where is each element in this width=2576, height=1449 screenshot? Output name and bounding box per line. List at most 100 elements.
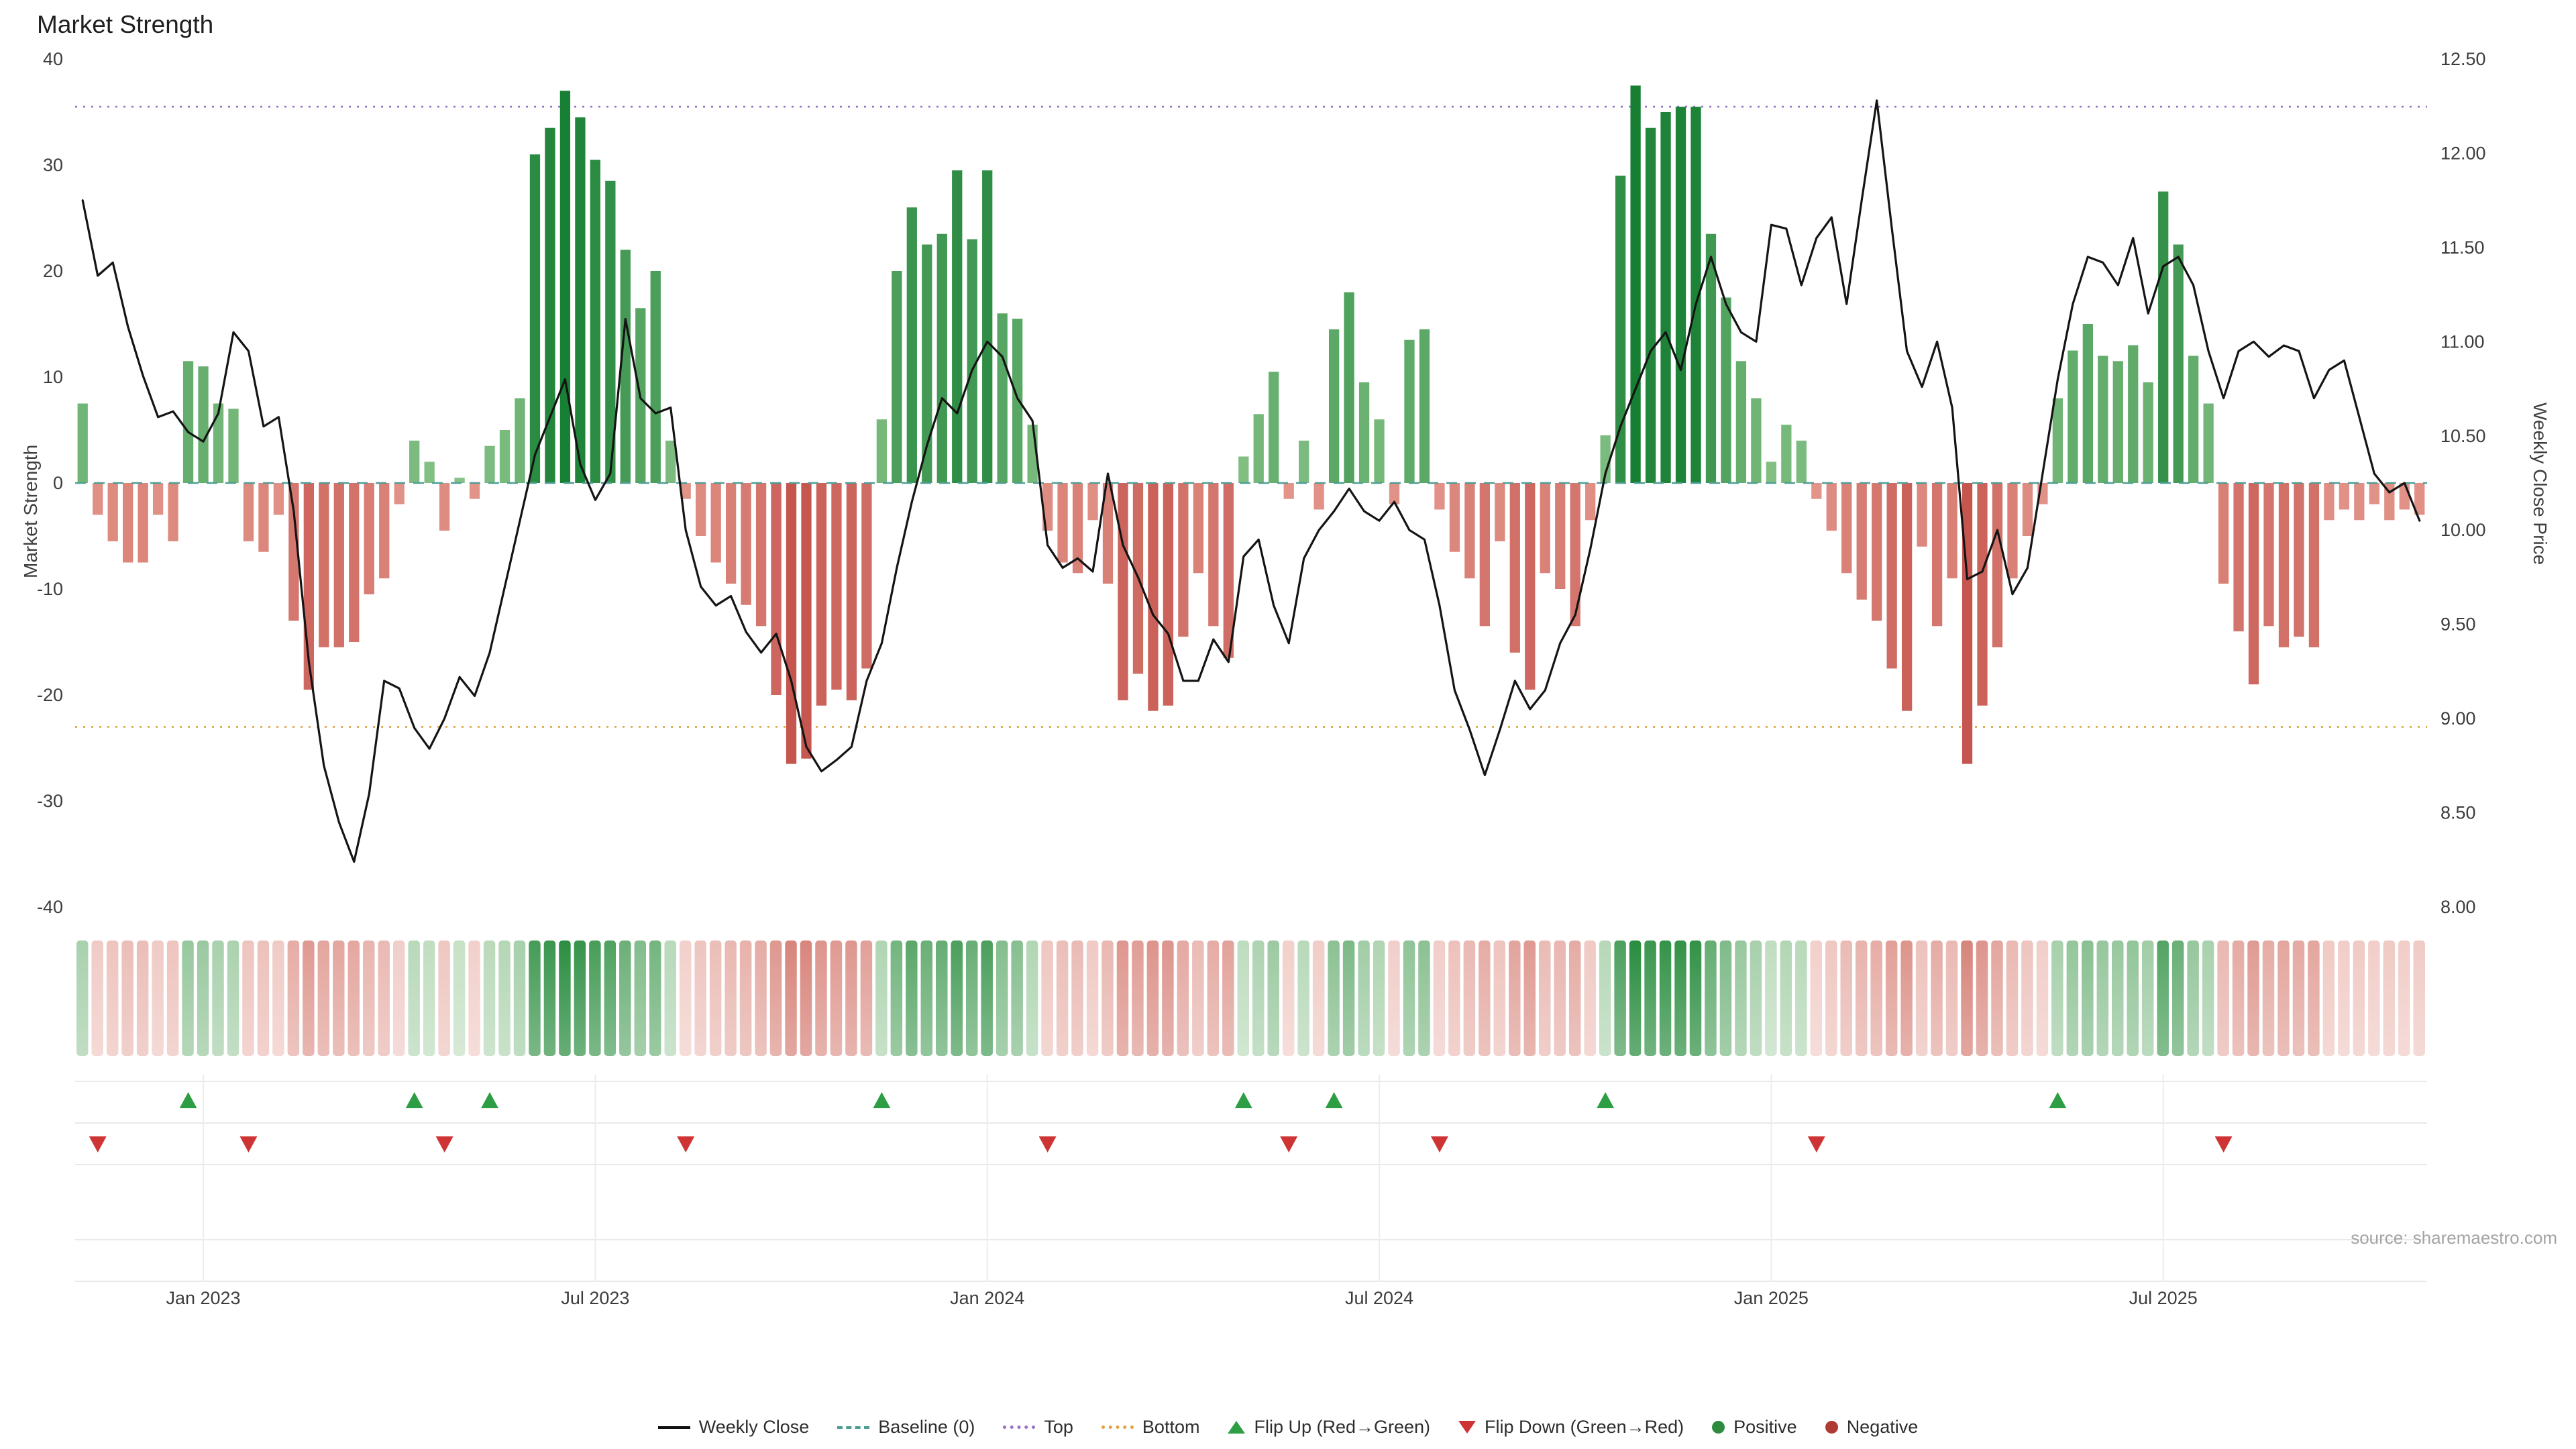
strength-bar <box>741 483 751 605</box>
strength-bar <box>575 117 586 483</box>
y-left-tick-label: -40 <box>37 897 63 917</box>
strength-bar <box>2248 483 2259 685</box>
strength-bar <box>2128 345 2139 483</box>
strength-bar <box>1660 112 1671 483</box>
market-strength-chart: -40 -30 -20 -10 0 10 20 30 40 8.00 8.50 9.00 9.50 10.… <box>37 49 2557 1308</box>
strength-bar <box>349 483 360 642</box>
strength-bar <box>1389 483 1400 504</box>
y-left-tick-label: 20 <box>43 261 63 281</box>
y-right-tick-label: 8.00 <box>2440 897 2476 917</box>
strength-bar <box>1495 483 1505 541</box>
top-dotted-line-icon <box>1003 1426 1036 1429</box>
x-tick-label: Jan 2024 <box>950 1288 1024 1308</box>
legend-label-flip-down: Flip Down (Green→Red) <box>1485 1417 1684 1437</box>
y-right-tick-label: 8.50 <box>2440 803 2476 823</box>
strength-bar <box>1299 440 1309 483</box>
strength-bar <box>2007 483 2018 579</box>
flip-down-marker <box>1038 1136 1057 1152</box>
legend-item-negative: Negative <box>1825 1417 1918 1438</box>
flip-up-triangle-icon <box>1228 1421 1246 1434</box>
y-right-tick-label: 9.00 <box>2440 708 2476 729</box>
strength-bar <box>590 160 601 483</box>
strength-bar <box>559 91 571 483</box>
y-left-tick-label: 30 <box>43 155 63 175</box>
strength-bar <box>1253 414 1264 483</box>
x-tick-label: Jul 2025 <box>2129 1288 2198 1308</box>
strength-bar <box>1645 127 1656 483</box>
y-right-tick-label: 11.50 <box>2440 237 2485 258</box>
strength-bar <box>1072 483 1083 574</box>
legend-label-top: Top <box>1044 1417 1073 1437</box>
legend-item-weekly-close: Weekly Close <box>657 1417 809 1438</box>
strength-bar <box>1464 483 1475 579</box>
strength-bar <box>2022 483 2033 536</box>
strength-bar <box>1947 483 1957 579</box>
strength-bar <box>1449 483 1460 552</box>
strength-bar <box>394 483 405 504</box>
strength-bar <box>665 440 676 483</box>
flip-down-marker <box>1430 1136 1448 1152</box>
strength-bar <box>1178 483 1189 637</box>
legend-item-flip-up: Flip Up (Red→Green) <box>1228 1417 1430 1438</box>
strength-bar <box>1540 483 1550 574</box>
flip-down-marker <box>89 1136 107 1152</box>
strength-bar <box>2308 483 2320 647</box>
y-left-tick-label: 0 <box>53 473 63 493</box>
chart-legend: Weekly Close Baseline (0) Top Bottom Fli… <box>0 1417 2576 1438</box>
strength-bar <box>1811 483 1822 499</box>
strength-bar <box>696 483 706 536</box>
flip-down-triangle-icon <box>1458 1421 1477 1434</box>
strength-bar <box>922 244 932 483</box>
strength-bar <box>1404 339 1415 483</box>
strength-bar <box>816 483 827 706</box>
strength-bar <box>529 154 541 483</box>
strength-bar <box>1223 483 1234 658</box>
y-right-tick-label: 9.50 <box>2440 614 2476 635</box>
strength-bar <box>906 207 917 483</box>
strength-bar <box>2369 483 2379 504</box>
strength-bar <box>725 483 737 584</box>
strength-bar <box>2082 324 2093 483</box>
strength-bar <box>1826 483 1837 531</box>
legend-item-bottom: Bottom <box>1101 1417 1199 1438</box>
y-left-tick-label: -10 <box>37 579 63 599</box>
strength-bar <box>2384 483 2395 521</box>
strength-bar <box>1374 419 1385 483</box>
strength-bar <box>138 483 148 563</box>
heatmap-fade-overlay <box>75 941 2427 1056</box>
flip-up-marker <box>2049 1092 2067 1108</box>
strength-bar <box>892 271 902 483</box>
strength-bar <box>2218 483 2229 584</box>
strength-bar <box>333 483 344 647</box>
y-left-tick-label: 40 <box>43 49 63 69</box>
strength-bar <box>1555 483 1566 589</box>
strength-bar <box>2339 483 2350 510</box>
strength-bar <box>952 170 963 483</box>
source-attribution: source: sharemaestro.com <box>2351 1228 2557 1248</box>
flip-up-marker <box>1325 1092 1343 1108</box>
strength-bar <box>379 483 390 579</box>
x-tick-label: Jul 2024 <box>1345 1288 1413 1308</box>
strength-bar <box>1283 483 1294 499</box>
y-left-tick-label: 10 <box>43 367 63 387</box>
strength-bar <box>605 180 616 483</box>
strength-bar <box>997 313 1008 483</box>
strength-bar <box>771 483 782 695</box>
strength-bar <box>831 483 842 690</box>
positive-dot-icon <box>1712 1421 1725 1434</box>
strength-bar <box>228 409 239 483</box>
strength-bar <box>1886 483 1897 669</box>
strength-heatmap-strip <box>75 941 2427 1056</box>
strength-bar <box>2414 483 2425 515</box>
strength-bar <box>2068 350 2078 483</box>
strength-bar <box>861 483 872 669</box>
flip-marker-band <box>75 1075 2427 1282</box>
strength-bar <box>1796 440 1807 483</box>
strength-bar <box>1570 483 1580 627</box>
page-title: Market Strength <box>37 11 214 38</box>
strength-bar <box>1615 175 1626 483</box>
strength-bar <box>273 483 284 515</box>
strength-bar <box>1901 483 1913 711</box>
x-tick-label: Jan 2025 <box>1734 1288 1809 1308</box>
strength-bar <box>439 483 450 531</box>
